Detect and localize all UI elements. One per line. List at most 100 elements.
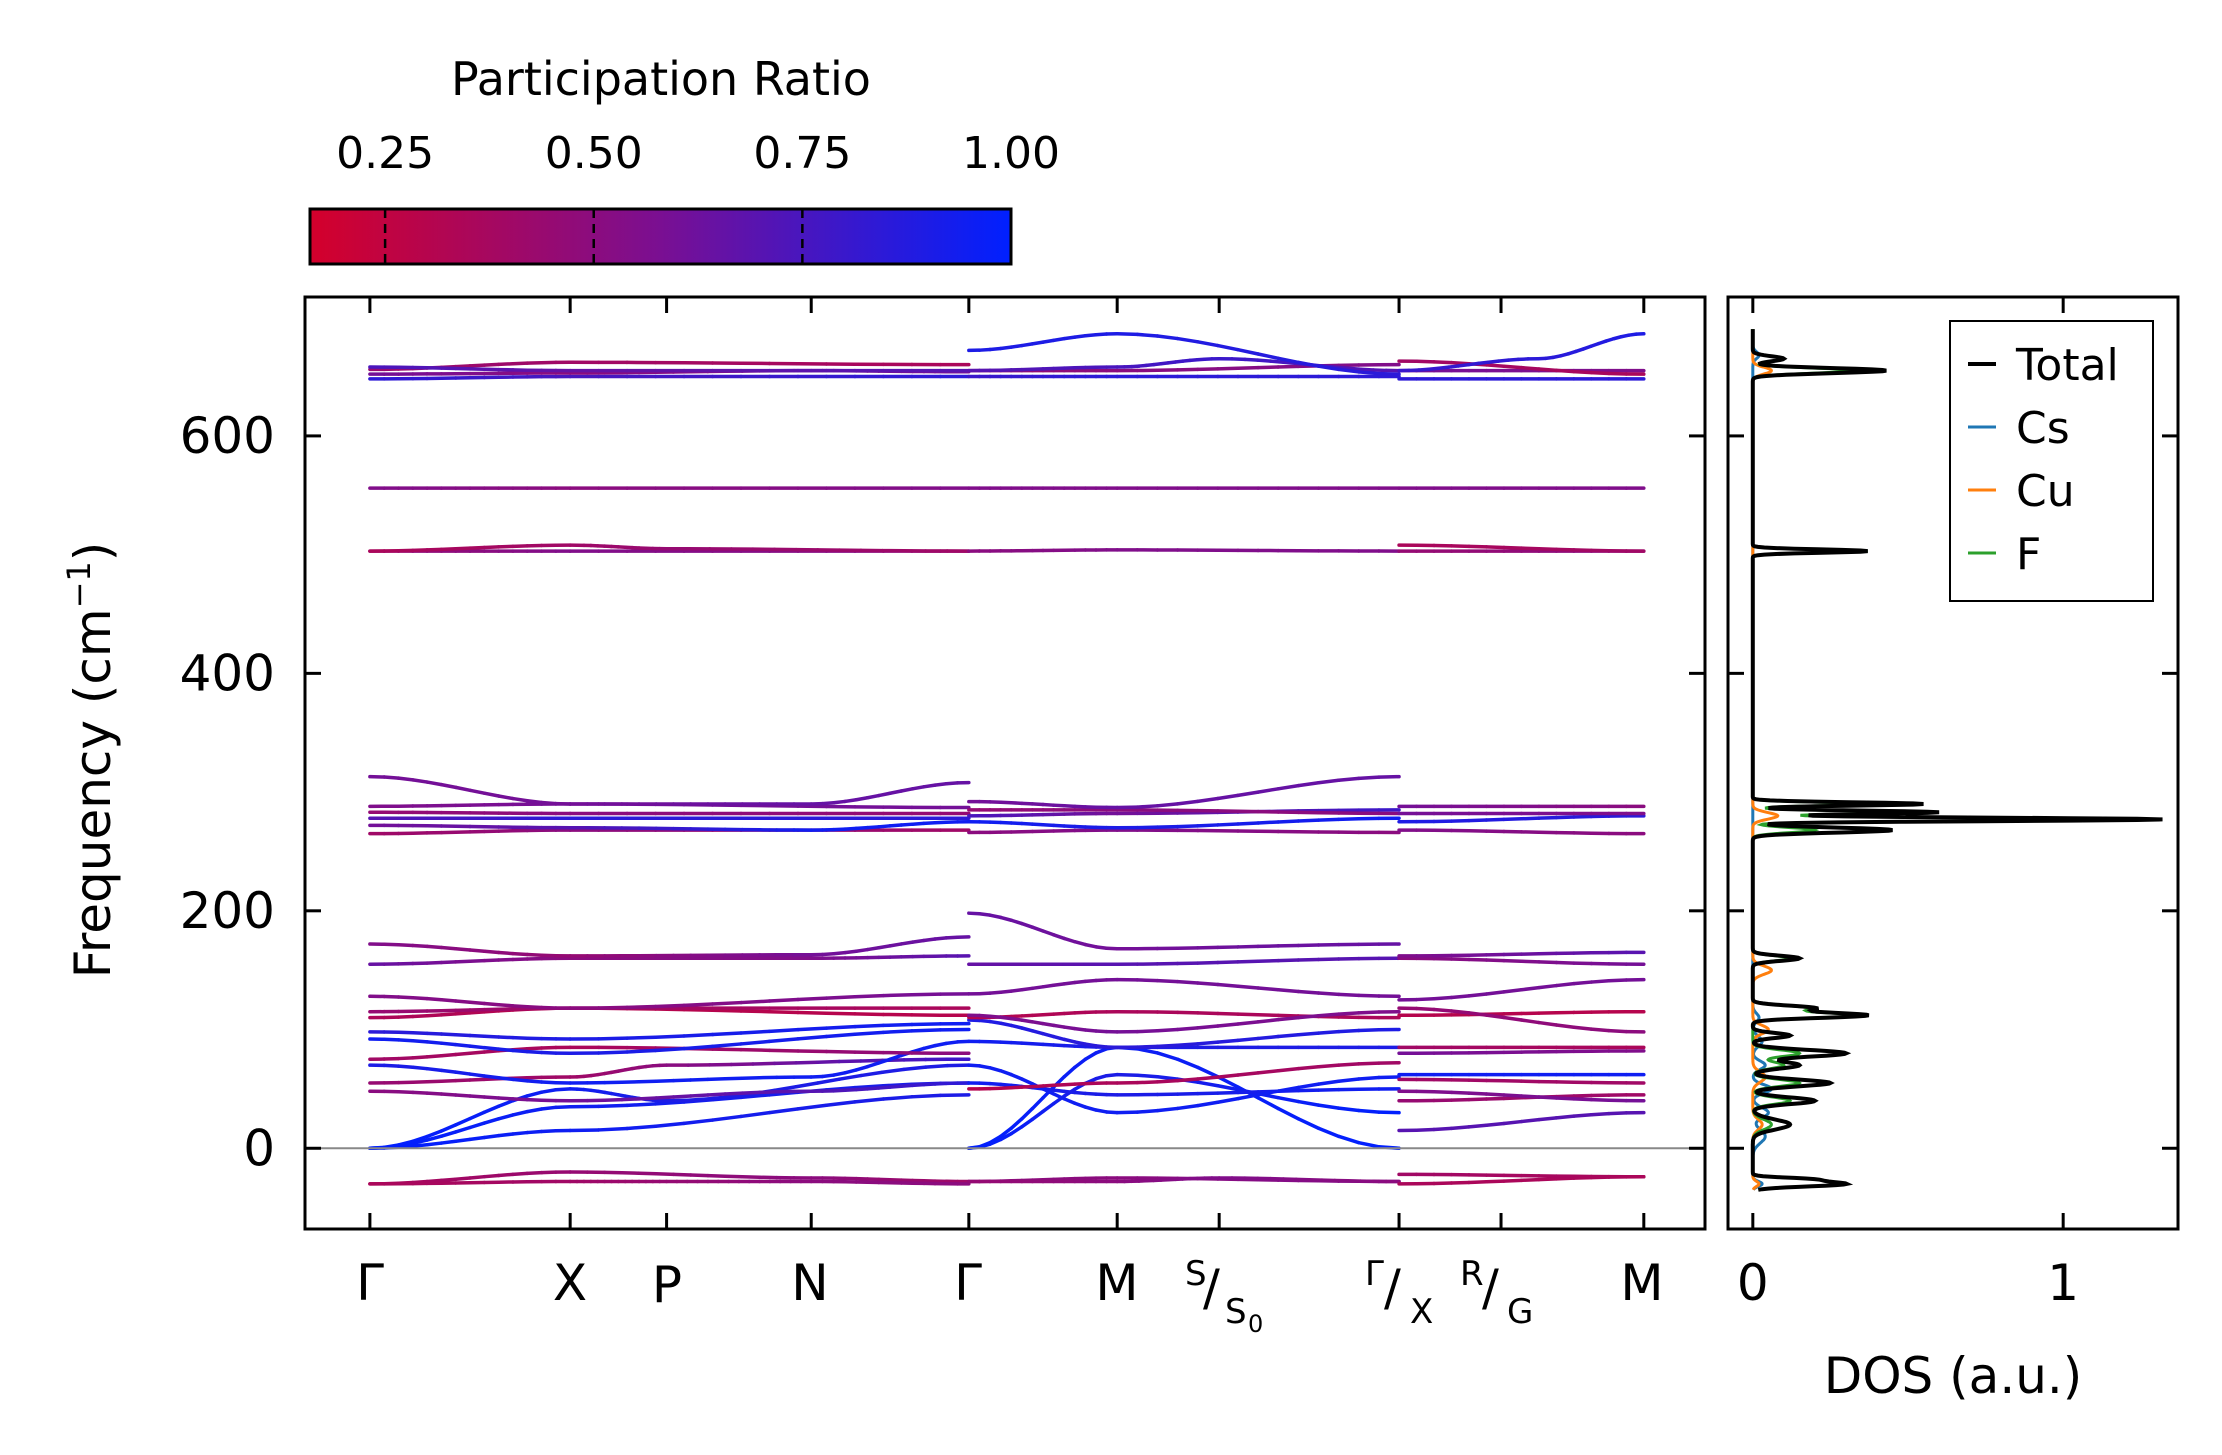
band-segment [411,1065,429,1071]
band-segment [1276,1095,1301,1104]
band-segment [843,949,859,955]
band-segment [706,1173,727,1178]
band-segment [831,950,847,956]
band-segment [1502,545,1524,550]
band-segment [482,1133,501,1140]
band-segment [425,1091,444,1096]
band-segment [1030,1096,1045,1111]
band-segment [425,1013,444,1018]
band-segment [1216,1096,1240,1105]
band-segment [1083,1105,1098,1112]
band-segment [767,1027,800,1034]
band-segment [767,1107,800,1115]
band-segment [1316,1079,1341,1086]
band-segment [1467,1011,1489,1017]
band-segment [1051,982,1066,988]
band-segment [740,1090,762,1095]
band-segment [496,1132,515,1138]
band-segment [482,1117,501,1125]
band-segment [525,798,544,805]
band-segment [1236,944,1260,949]
band-segment [468,1077,487,1082]
band-segment [1009,801,1024,806]
band-segment [1009,1125,1024,1136]
band-segment [710,1047,743,1052]
band-segment [854,825,870,831]
band-line [368,828,971,836]
band-segment [977,1013,992,1018]
band-segment [1104,946,1119,951]
band-segment [496,794,515,801]
band-segment [1155,334,1180,341]
band-segment [1020,1041,1035,1046]
band-segment [1519,959,1541,964]
band-segment [1020,1084,1035,1089]
band-segment [1357,775,1381,781]
band-segment [1041,1083,1056,1088]
band-segment [881,992,914,998]
band-segment [1020,986,1035,992]
band-segment [1467,1180,1489,1185]
band-segment [831,799,847,805]
band-segment [1484,1092,1506,1097]
band-segment [1216,960,1240,965]
band-segment [824,994,857,1000]
band-segment [1276,783,1301,791]
band-segment [637,1079,659,1084]
band-segment [1357,1140,1381,1149]
band-segment [955,1039,971,1044]
band-segment [1519,365,1541,371]
band-segment [425,1129,444,1139]
band-segment [794,1081,820,1089]
band-segment [824,1024,857,1030]
band-segment [1377,1110,1401,1115]
band-segment [1009,1016,1024,1022]
band-segment [998,1021,1013,1028]
band-line [967,1176,1401,1184]
band-segment [988,1014,1003,1020]
band-segment [511,951,530,957]
band-segment [1589,1097,1611,1102]
band-segment [686,1097,712,1103]
band-segment [1175,336,1200,344]
band-segment [1195,981,1220,987]
band-segment [1537,983,1559,990]
band-segment [1062,980,1077,986]
band-line [368,374,971,381]
band-segment [1268,359,1286,364]
band-segment [1345,366,1363,371]
dos-x-tick-label: 0 [1737,1254,1769,1312]
band-segment [1519,1018,1541,1025]
band-segment [988,346,1003,352]
band-segment [482,362,501,367]
band-segment [525,1170,544,1176]
band-segment [1607,1028,1629,1034]
band-segment [854,947,870,953]
band-segment [881,1022,914,1028]
kpoint-x: X [553,1254,587,1312]
band-line [368,1179,971,1186]
band-segment [525,1079,544,1084]
band-segment [1554,815,1576,820]
band-segment [988,990,1003,995]
band-segment [468,1135,487,1142]
band-segment [682,1044,715,1051]
band-segment [977,1018,992,1024]
band-segment [945,1063,971,1068]
band-segment [1256,820,1280,825]
band-segment [411,995,429,1001]
band-segment [425,1178,444,1184]
band-segment [1432,360,1454,365]
band-segment [1484,1013,1506,1020]
band-segment [1041,983,1056,989]
band-segment [496,361,515,367]
band-segment [1195,1040,1220,1046]
band-segment [1554,1176,1576,1181]
band-segment [511,1077,530,1083]
band-segment [1020,1013,1035,1018]
band-segment [1195,1075,1220,1081]
band-segment [1041,1012,1056,1017]
band-segment [767,997,800,1003]
band-segment [1333,365,1350,371]
